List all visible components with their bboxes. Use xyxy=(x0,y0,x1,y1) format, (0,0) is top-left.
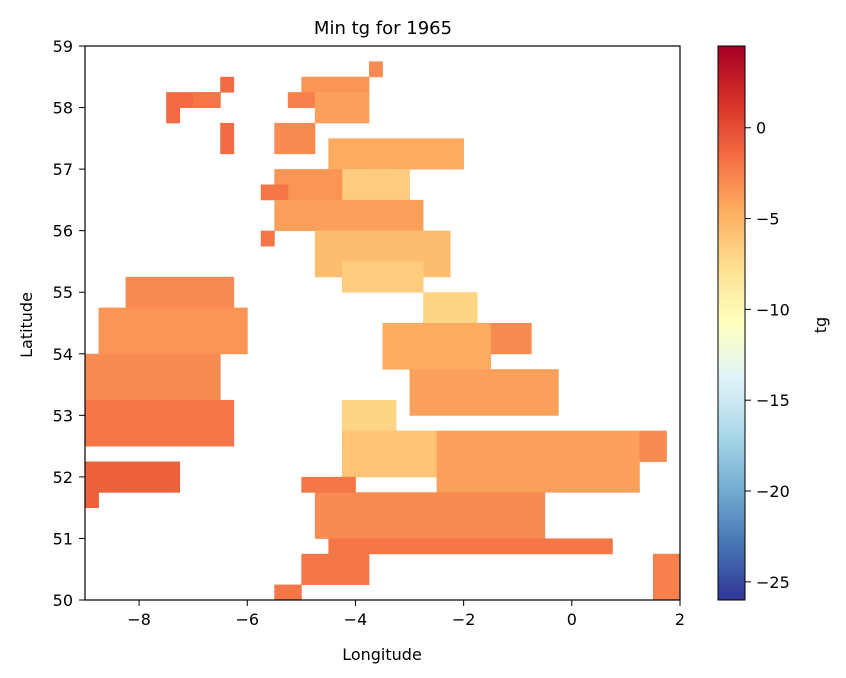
x-tick-label: −2 xyxy=(452,610,476,629)
heatmap-cell xyxy=(288,92,315,108)
heatmap-cell xyxy=(383,323,492,370)
colorbar-label: tg xyxy=(811,317,830,333)
x-axis-label: Longitude xyxy=(342,645,422,664)
x-tick-label: −8 xyxy=(127,610,151,629)
y-tick-label: 54 xyxy=(53,345,73,364)
colorbar-tick-label: −5 xyxy=(756,210,780,229)
heatmap-cell xyxy=(369,61,383,77)
colorbar xyxy=(718,46,745,600)
heatmap-cell xyxy=(193,92,220,108)
colorbar-tick-label: −10 xyxy=(756,300,790,319)
x-tick-label: −6 xyxy=(235,610,259,629)
x-tick-label: −4 xyxy=(344,610,368,629)
x-tick-label: 2 xyxy=(675,610,685,629)
heatmap-cell xyxy=(220,123,234,139)
heatmap-cell xyxy=(437,431,640,493)
heatmap-cell xyxy=(85,492,99,508)
y-axis-ticks: 50 51 52 53 54 55 56 57 58 59 xyxy=(53,37,85,610)
colorbar-tick-label: −15 xyxy=(756,391,790,410)
heatmap-cell xyxy=(410,369,559,416)
heatmap-cell xyxy=(85,462,180,493)
y-tick-label: 51 xyxy=(53,529,73,548)
heatmap-cell xyxy=(328,538,612,554)
x-tick-label: 0 xyxy=(567,610,577,629)
heatmap-cell xyxy=(166,108,180,124)
heatmap-cell xyxy=(342,169,410,200)
y-tick-label: 59 xyxy=(53,37,73,56)
heatmap-cell xyxy=(301,77,369,93)
colorbar-tick-label: −25 xyxy=(756,573,790,592)
y-axis-label: Latitude xyxy=(17,292,36,358)
heatmap-cell xyxy=(653,554,680,601)
heatmap-cell xyxy=(274,200,423,231)
heatmap-cell xyxy=(342,431,437,478)
heatmap-cell xyxy=(315,492,545,539)
heatmap-cell xyxy=(491,323,532,354)
heatmap-cell xyxy=(126,277,235,308)
heatmap-cell xyxy=(261,185,288,201)
heatmap-cell xyxy=(261,231,275,247)
heatmap-cell xyxy=(274,123,315,154)
heatmap-cell xyxy=(301,477,355,493)
y-tick-label: 55 xyxy=(53,283,73,302)
y-tick-label: 56 xyxy=(53,222,73,241)
colorbar-tick-label: 0 xyxy=(756,119,766,138)
heatmap-cell xyxy=(220,77,234,93)
heatmap-cells xyxy=(85,61,680,600)
heatmap-cell xyxy=(328,138,464,169)
heatmap-cell xyxy=(274,585,301,601)
heatmap-cell xyxy=(99,308,248,355)
y-tick-label: 50 xyxy=(53,591,73,610)
heatmap-cell xyxy=(301,554,369,585)
heatmap-cell xyxy=(639,431,666,462)
chart-title: Min tg for 1965 xyxy=(314,18,452,39)
heatmap-cell xyxy=(220,138,234,154)
y-tick-label: 52 xyxy=(53,468,73,487)
y-tick-label: 57 xyxy=(53,160,73,179)
y-tick-label: 58 xyxy=(53,99,73,118)
heatmap-cell xyxy=(85,400,234,447)
colorbar-tick-label: −20 xyxy=(756,482,790,501)
heatmap-cell xyxy=(342,261,424,292)
heatmap-cell xyxy=(315,92,369,123)
colorbar-ticks: 0 −5 −10 −15 −20 −25 xyxy=(745,119,790,592)
heatmap-cell xyxy=(85,354,221,401)
x-axis-ticks: −8 −6 −4 −2 0 2 xyxy=(127,600,685,629)
y-tick-label: 53 xyxy=(53,406,73,425)
